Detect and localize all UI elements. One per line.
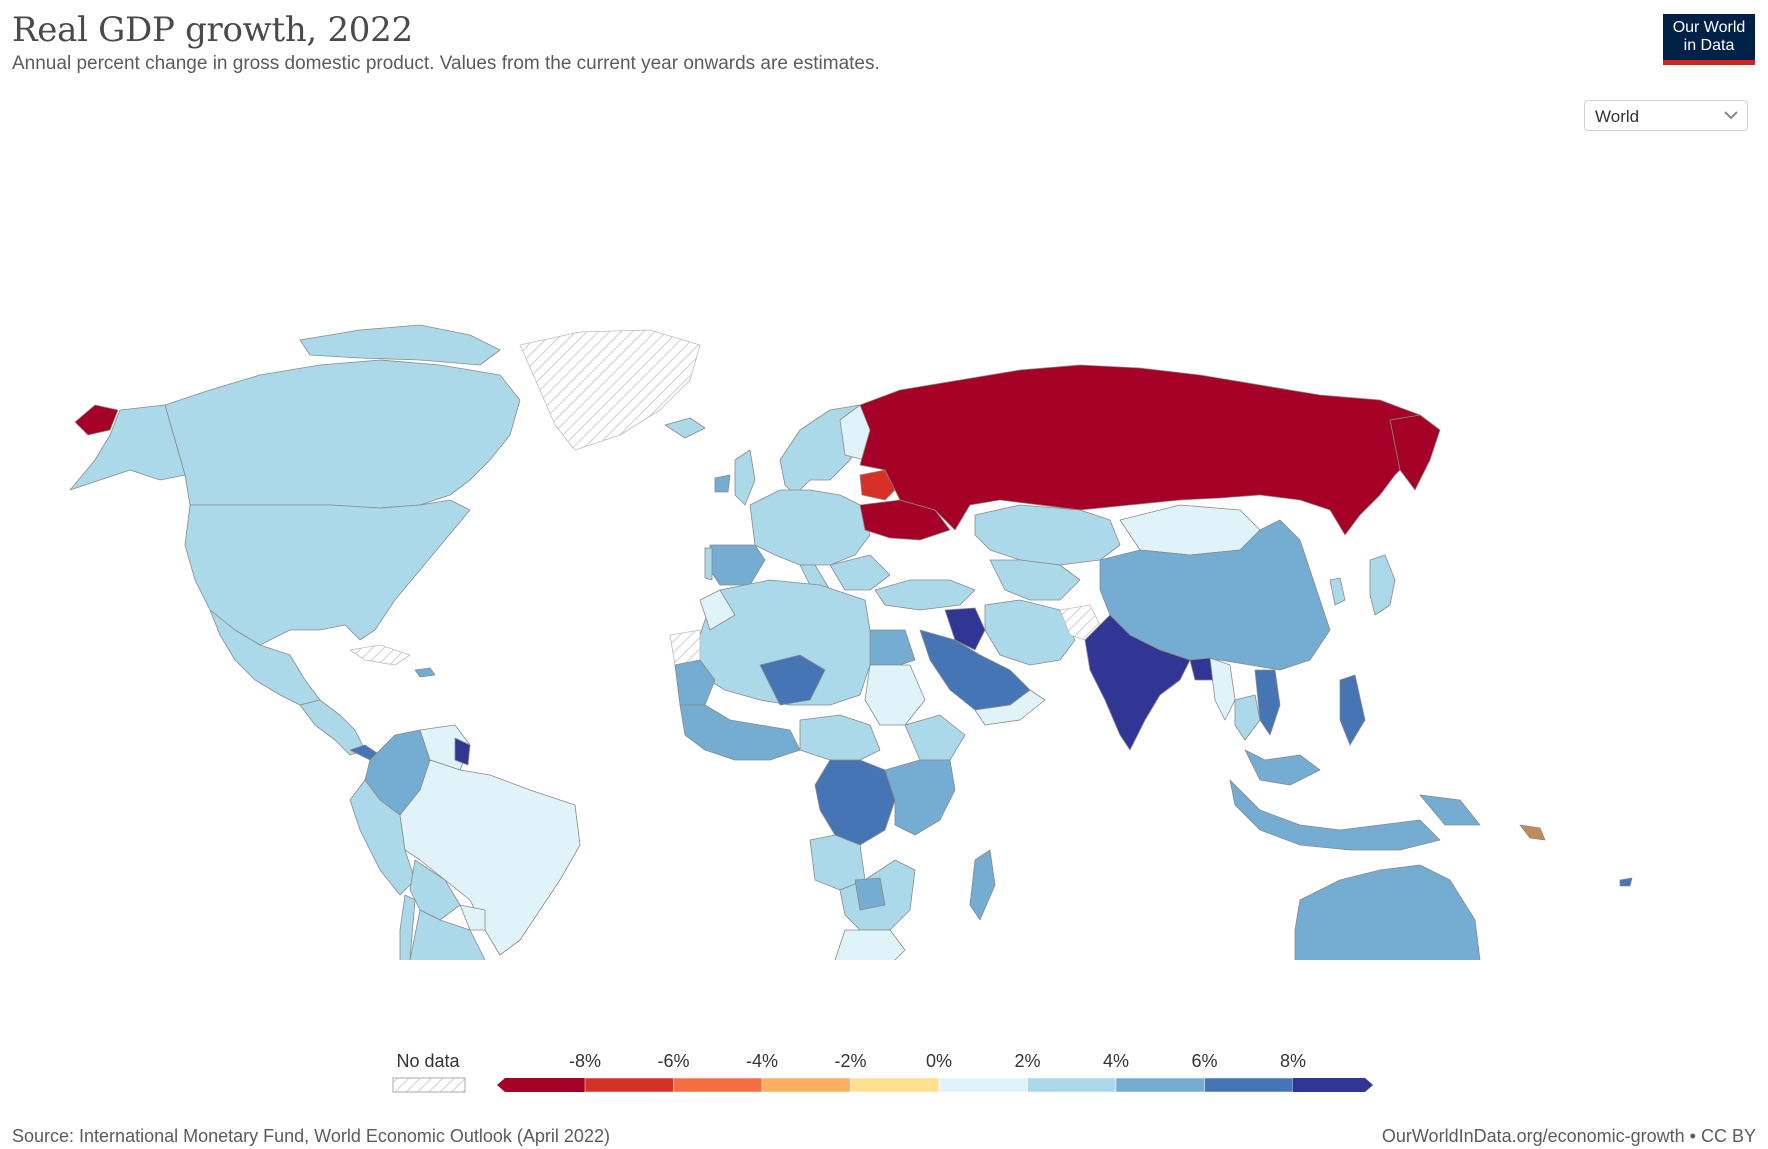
- country-portugal[interactable]: [704, 547, 713, 581]
- country-chile[interactable]: [399, 894, 425, 960]
- country-canada[interactable]: [164, 359, 521, 509]
- country-iran[interactable]: [984, 599, 1076, 666]
- legend-bin[interactable]: [673, 1077, 763, 1093]
- country-malaysia[interactable]: [1244, 749, 1321, 786]
- country-thailand[interactable]: [1234, 694, 1261, 741]
- legend-tick-label: 6%: [1191, 1051, 1217, 1071]
- country-iraq[interactable]: [944, 607, 986, 651]
- country-brazil[interactable]: [399, 759, 581, 956]
- country-europe[interactable]: [749, 489, 871, 566]
- legend-bin[interactable]: [584, 1077, 674, 1093]
- legend-tick-label: 4%: [1103, 1051, 1129, 1071]
- legend-no-data-swatch: [392, 1077, 466, 1093]
- country-usa[interactable]: [184, 499, 471, 646]
- legend-bin[interactable]: [1293, 1078, 1373, 1092]
- logo-line-2: in Data: [1683, 37, 1735, 54]
- country-niger[interactable]: [759, 654, 826, 706]
- country-central-asia[interactable]: [989, 559, 1081, 601]
- country-east-africa[interactable]: [884, 759, 956, 836]
- country-russia[interactable]: [859, 364, 1441, 536]
- country-madagascar[interactable]: [969, 849, 996, 921]
- country-turkey[interactable]: [874, 579, 976, 611]
- logo-line-1: Our World: [1672, 19, 1746, 36]
- legend-no-data-label: No data: [396, 1051, 460, 1071]
- country-oman-yemen[interactable]: [974, 689, 1046, 726]
- legend-tick-label: 8%: [1280, 1051, 1306, 1071]
- country-solomon[interactable]: [1519, 824, 1546, 841]
- country-korea[interactable]: [1329, 577, 1346, 606]
- country-russia-kamchatka[interactable]: [1389, 414, 1441, 491]
- country-balkans[interactable]: [829, 554, 891, 591]
- country-morocco[interactable]: [699, 589, 736, 631]
- region-select-value: World: [1595, 107, 1640, 126]
- world-map: [69, 324, 1633, 960]
- country-ireland[interactable]: [714, 474, 731, 493]
- country-west-africa[interactable]: [679, 704, 801, 761]
- country-egypt[interactable]: [864, 629, 916, 666]
- country-myanmar[interactable]: [1209, 657, 1236, 721]
- legend-bin[interactable]: [761, 1077, 851, 1093]
- region-select[interactable]: World: [1584, 100, 1748, 131]
- source-url[interactable]: OurWorldInData.org/economic-growth • CC …: [1381, 1126, 1756, 1146]
- country-fiji[interactable]: [1619, 877, 1633, 887]
- legend-tick-label: -6%: [657, 1051, 689, 1071]
- country-sudan[interactable]: [864, 664, 926, 726]
- legend-tick-label: -4%: [746, 1051, 778, 1071]
- country-greenland[interactable]: [519, 329, 701, 451]
- country-india[interactable]: [1084, 614, 1191, 751]
- chart-subtitle: Annual percent change in gross domestic …: [12, 53, 880, 74]
- country-mongolia[interactable]: [1119, 504, 1261, 556]
- legend-tick-label: 2%: [1014, 1051, 1040, 1071]
- owid-logo[interactable]: Our World in Data: [1663, 14, 1755, 65]
- country-australia[interactable]: [1294, 864, 1481, 960]
- country-mauritania[interactable]: [674, 659, 716, 706]
- country-drc[interactable]: [814, 759, 896, 846]
- chevron-down-icon: [1724, 111, 1738, 120]
- country-philippines[interactable]: [1339, 674, 1366, 746]
- country-paraguay[interactable]: [459, 904, 486, 931]
- country-uk[interactable]: [734, 449, 756, 506]
- country-spain[interactable]: [709, 544, 766, 586]
- legend-bin[interactable]: [938, 1077, 1028, 1093]
- country-western-sahara[interactable]: [669, 629, 701, 666]
- country-ethiopia[interactable]: [904, 714, 966, 761]
- legend-bin[interactable]: [497, 1078, 585, 1092]
- country-south-africa[interactable]: [834, 929, 906, 960]
- country-kazakhstan[interactable]: [974, 504, 1121, 566]
- legend-bin[interactable]: [1115, 1077, 1205, 1093]
- country-usa-alaska[interactable]: [69, 404, 186, 491]
- country-canada-islands[interactable]: [299, 324, 501, 366]
- legend-bin[interactable]: [850, 1077, 940, 1093]
- country-region[interactable]: [74, 404, 119, 436]
- legend: No data -8% -6% -4% -2% 0% 2% 4% 6% 8%: [392, 1051, 1373, 1093]
- country-vietnam[interactable]: [1254, 669, 1281, 736]
- chart-title: Real GDP growth, 2022: [12, 10, 413, 50]
- legend-tick-label: 0%: [926, 1051, 952, 1071]
- country-central-africa[interactable]: [799, 714, 881, 761]
- country-guyana[interactable]: [454, 737, 471, 766]
- country-cuba[interactable]: [349, 644, 411, 666]
- country-botswana[interactable]: [854, 877, 886, 911]
- legend-tick-label: -8%: [569, 1051, 601, 1071]
- country-peru[interactable]: [349, 779, 416, 896]
- legend-bin[interactable]: [1027, 1077, 1117, 1093]
- legend-bin[interactable]: [1204, 1077, 1294, 1093]
- country-png[interactable]: [1419, 794, 1481, 826]
- source-note: Source: International Monetary Fund, Wor…: [12, 1126, 610, 1146]
- country-iceland[interactable]: [664, 417, 706, 439]
- country-indonesia[interactable]: [1229, 779, 1441, 851]
- country-central-america[interactable]: [299, 699, 366, 756]
- country-caribbean[interactable]: [414, 667, 436, 678]
- legend-tick-label: -2%: [834, 1051, 866, 1071]
- country-japan[interactable]: [1369, 554, 1396, 616]
